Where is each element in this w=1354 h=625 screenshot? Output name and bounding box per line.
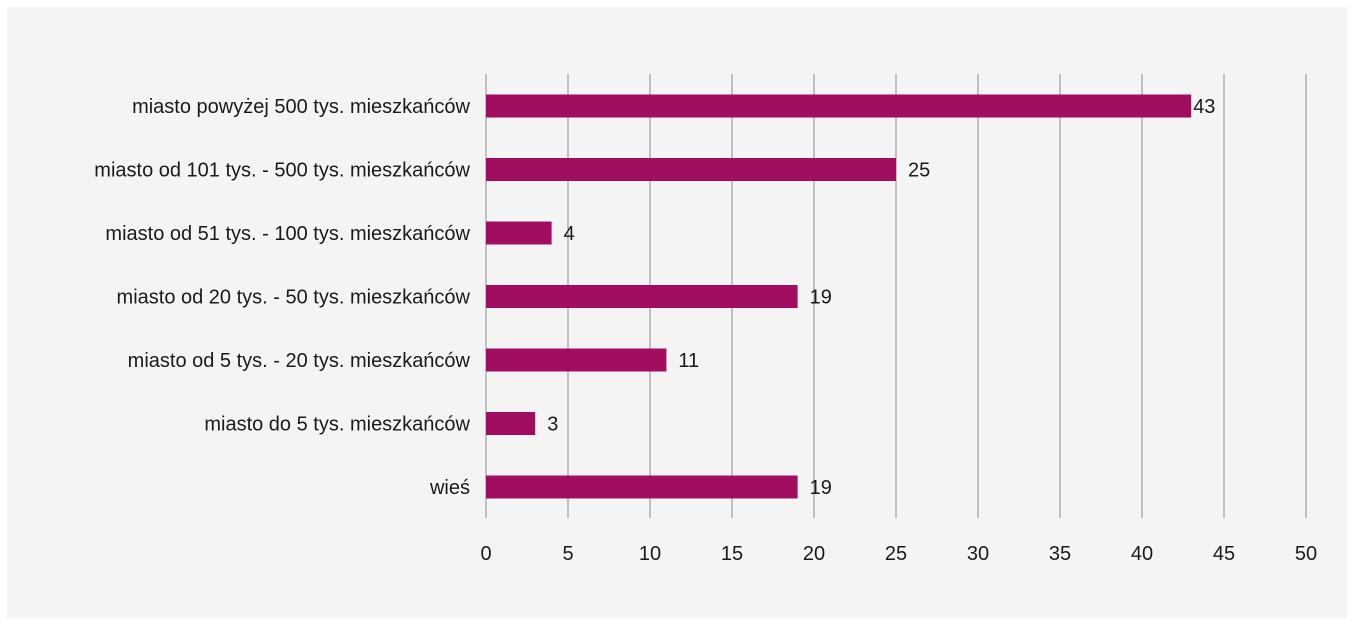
x-tick-label: 30: [967, 543, 989, 565]
data-label: 19: [810, 477, 832, 499]
bar: [486, 221, 552, 245]
data-label: 19: [810, 287, 832, 309]
bar: [486, 475, 798, 499]
category-label: miasto od 101 tys. - 500 tys. mieszkańcó…: [94, 160, 470, 182]
bar: [486, 285, 798, 308]
x-tick-label: 10: [639, 543, 661, 565]
data-labels: 43 25 4 19 11 3 19: [547, 96, 1215, 499]
data-label: 25: [908, 160, 930, 182]
x-tick-label: 0: [480, 543, 491, 565]
x-tick-label: 25: [885, 543, 907, 565]
bar: [486, 158, 896, 181]
bar: [486, 94, 1192, 118]
category-label: miasto do 5 tys. mieszkańców: [204, 414, 470, 436]
category-label: miasto powyżej 500 tys. mieszkańców: [132, 96, 470, 118]
x-tick-label: 50: [1295, 543, 1317, 565]
data-label: 4: [564, 223, 575, 245]
bar: [486, 348, 667, 372]
category-label: miasto od 51 tys. - 100 tys. mieszkańców: [105, 223, 470, 245]
x-tick-label: 35: [1049, 543, 1071, 565]
data-label: 3: [547, 414, 558, 436]
data-label: 43: [1193, 96, 1215, 118]
category-label: miasto od 20 tys. - 50 tys. mieszkańców: [117, 287, 471, 309]
category-labels: miasto powyżej 500 tys. mieszkańców miast…: [94, 96, 470, 499]
bar: [486, 412, 536, 435]
x-tick-label: 40: [1131, 543, 1153, 565]
x-tick-label: 20: [803, 543, 825, 565]
x-tick-label: 5: [562, 543, 573, 565]
data-label: 11: [678, 350, 699, 372]
category-label: miasto od 5 tys. - 20 tys. mieszkańców: [128, 350, 471, 372]
category-label: wieś: [429, 477, 470, 499]
x-tick-label: 15: [721, 543, 743, 565]
x-tick-label: 45: [1213, 543, 1235, 565]
bars: [486, 94, 1192, 499]
x-tick-labels: 0 5 10 15 20 25 30 35 40 45 50: [480, 543, 1317, 565]
